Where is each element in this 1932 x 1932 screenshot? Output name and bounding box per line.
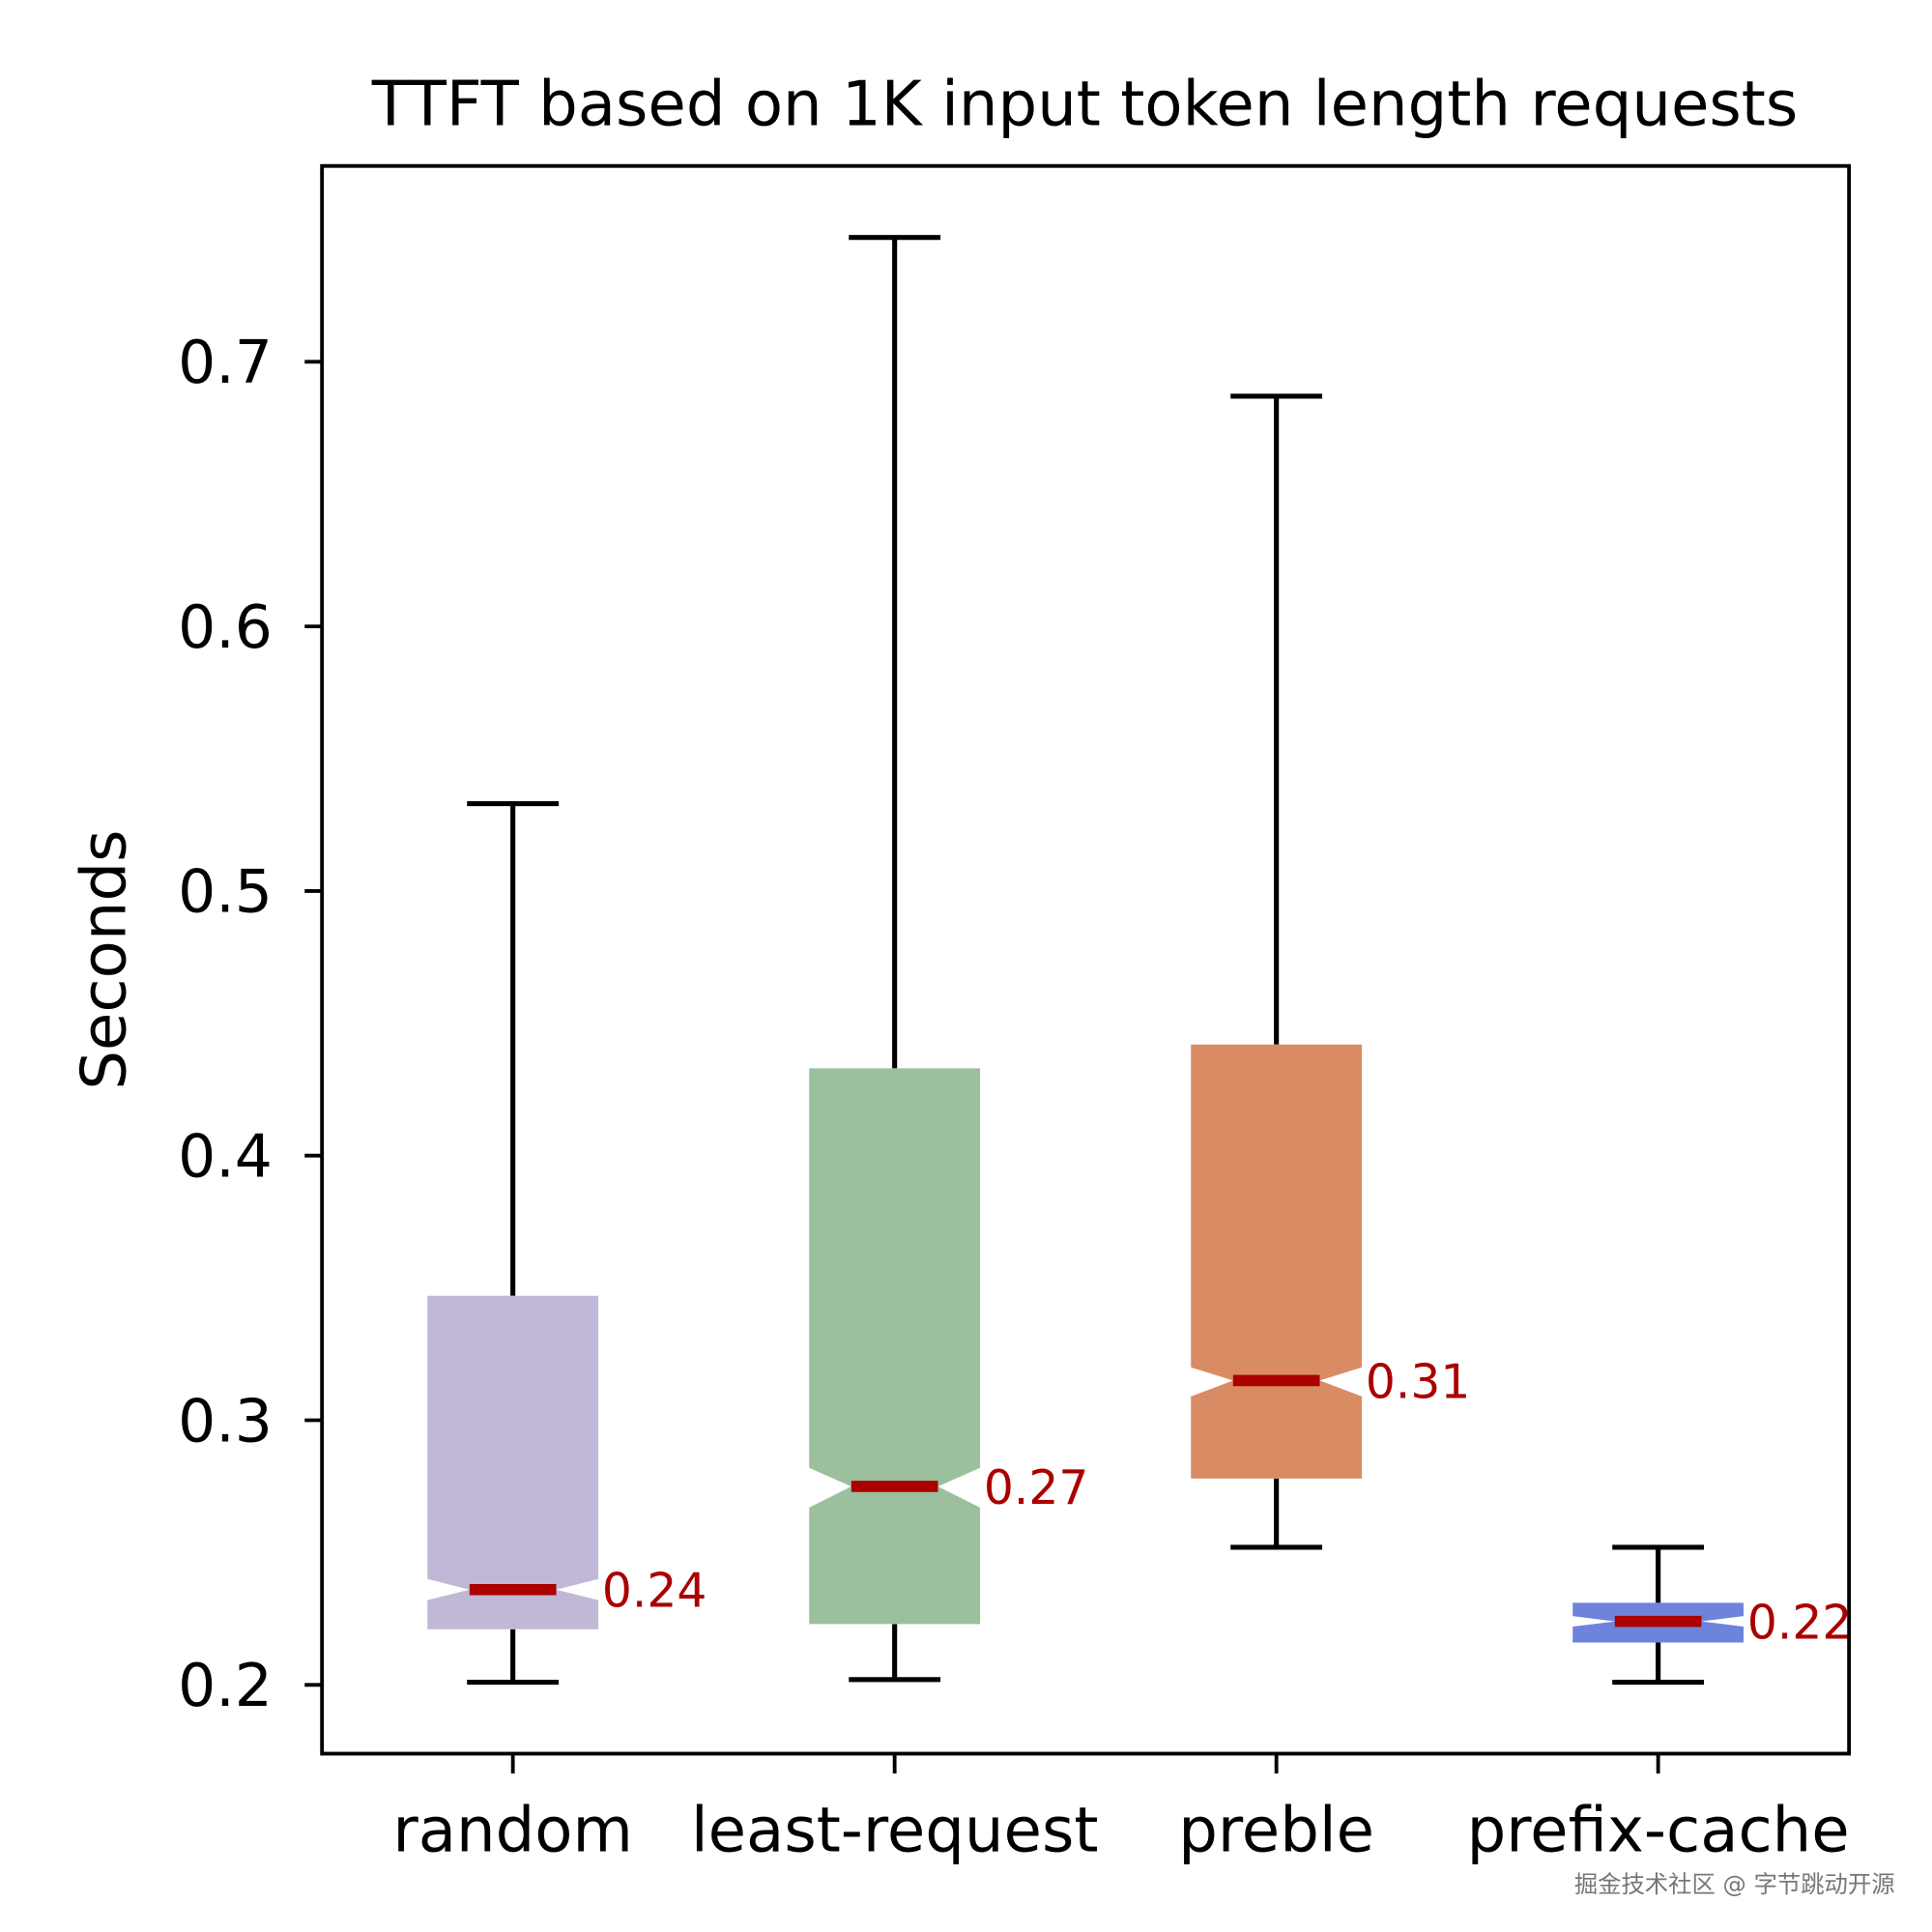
x-tick-label: least-request xyxy=(691,1796,1099,1867)
median-label: 0.27 xyxy=(984,1461,1088,1515)
y-tick-label: 0.7 xyxy=(178,328,273,397)
watermark: 掘金技术社区 @ 字节跳动开源 xyxy=(1574,1870,1895,1898)
y-axis-label: Seconds xyxy=(69,830,140,1090)
y-tick-label: 0.2 xyxy=(178,1651,273,1720)
y-tick-label: 0.5 xyxy=(178,857,273,927)
median-label: 0.22 xyxy=(1747,1597,1852,1651)
chart-title: TTFT based on 1K input token length requ… xyxy=(371,69,1799,140)
box-random xyxy=(427,1295,599,1629)
x-tick-label: random xyxy=(392,1796,632,1867)
median-label: 0.24 xyxy=(602,1565,706,1619)
y-tick-label: 0.3 xyxy=(178,1386,273,1456)
plot-frame xyxy=(320,163,1852,1756)
x-tick-label: prefix-cache xyxy=(1467,1796,1850,1867)
y-tick-label: 0.6 xyxy=(178,592,273,662)
y-tick-label: 0.4 xyxy=(178,1121,273,1191)
x-tick-label: preble xyxy=(1178,1796,1374,1867)
box-preble xyxy=(1191,1044,1363,1479)
box-least-request xyxy=(809,1068,981,1625)
median-label: 0.31 xyxy=(1366,1355,1470,1409)
